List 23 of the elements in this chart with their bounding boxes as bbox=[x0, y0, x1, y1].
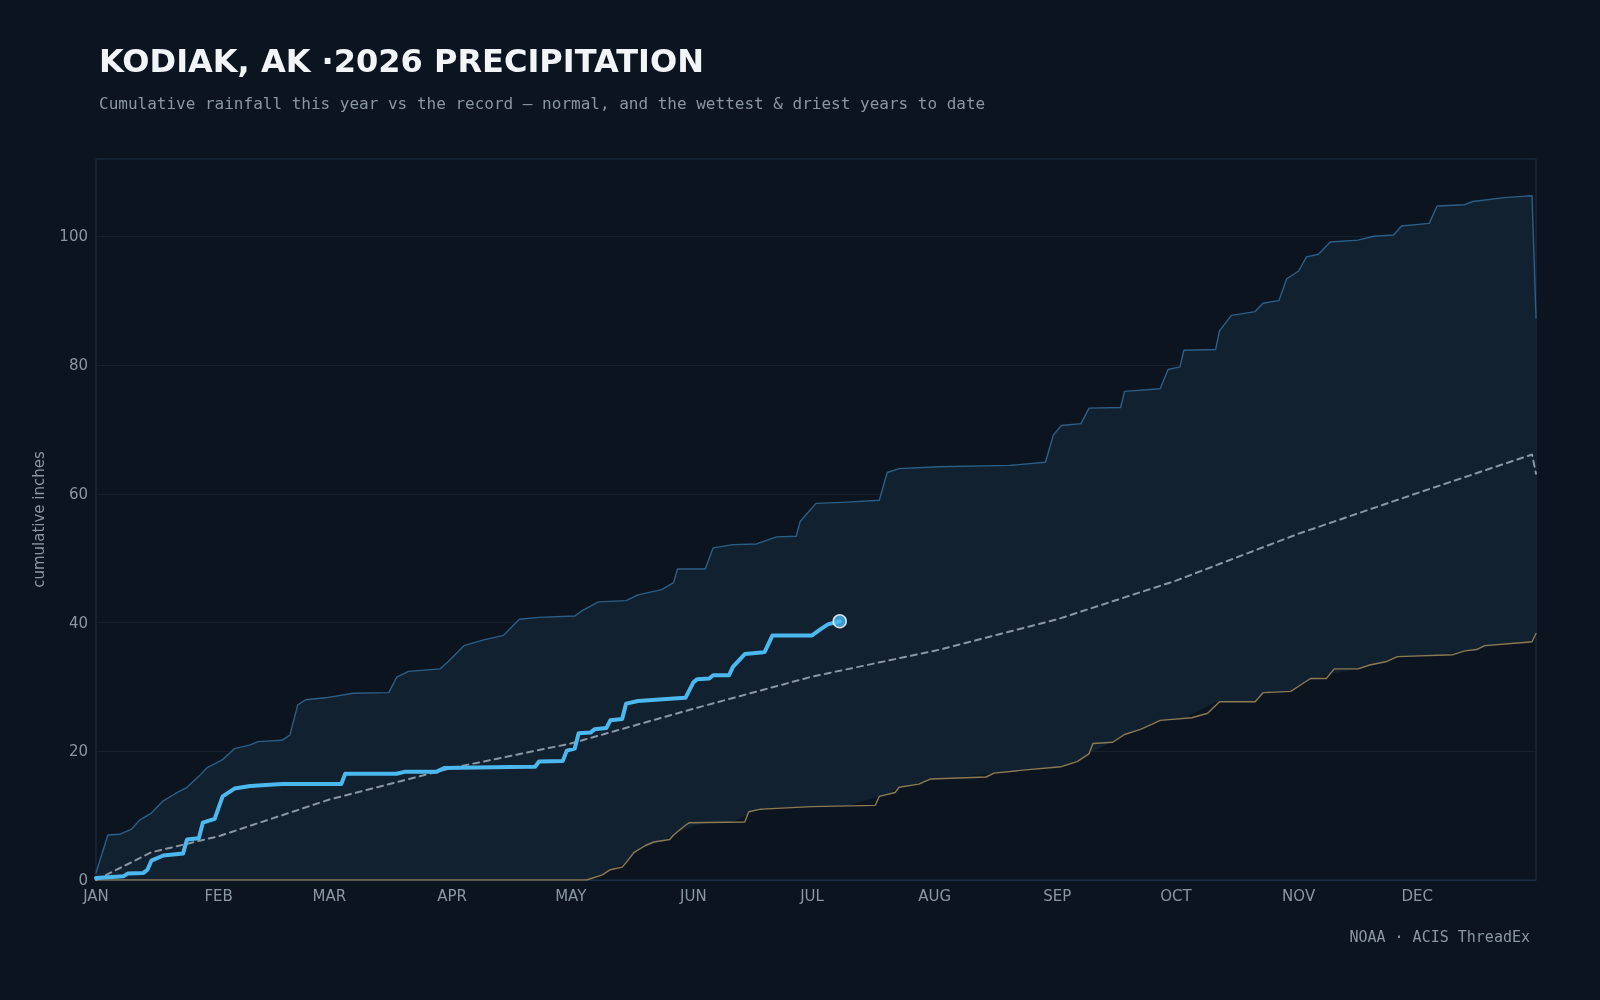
x-tick-label: JUL bbox=[799, 886, 825, 905]
y-tick-label: 60 bbox=[68, 484, 88, 503]
y-tick-label: 20 bbox=[68, 742, 88, 761]
y-tick-label: 40 bbox=[68, 613, 88, 632]
x-tick-label: MAY bbox=[555, 886, 588, 905]
x-tick-label: OCT bbox=[1160, 886, 1193, 905]
y-tick-label: 80 bbox=[68, 356, 88, 374]
line-series bbox=[95, 453, 1537, 881]
x-tick-label: NOV bbox=[1282, 886, 1316, 905]
y-axis-title: cumulative inches bbox=[29, 451, 48, 588]
x-tick-label: APR bbox=[437, 886, 467, 905]
x-tick-label: DEC bbox=[1401, 886, 1434, 905]
x-tick-label: JUN bbox=[679, 886, 707, 905]
x-tick-label: MAR bbox=[312, 886, 347, 905]
x-tick-label: JAN bbox=[82, 886, 109, 905]
x-tick-label: AUG bbox=[918, 886, 952, 905]
y-tick-label: 0 bbox=[78, 871, 88, 889]
x-tick-label: SEP bbox=[1043, 886, 1072, 905]
y-tick-label: 100 bbox=[59, 227, 88, 246]
chart-subtitle: Cumulative rainfall this year vs the record — normal, and the wettest & driest years to date bbox=[99, 93, 986, 113]
chart-title: KODIAK, AK ·2026 PRECIPITATION bbox=[99, 42, 704, 80]
x-tick-label: FEB bbox=[204, 886, 233, 905]
text: NOAA · ACIS ThreadEx bbox=[1349, 927, 1531, 946]
